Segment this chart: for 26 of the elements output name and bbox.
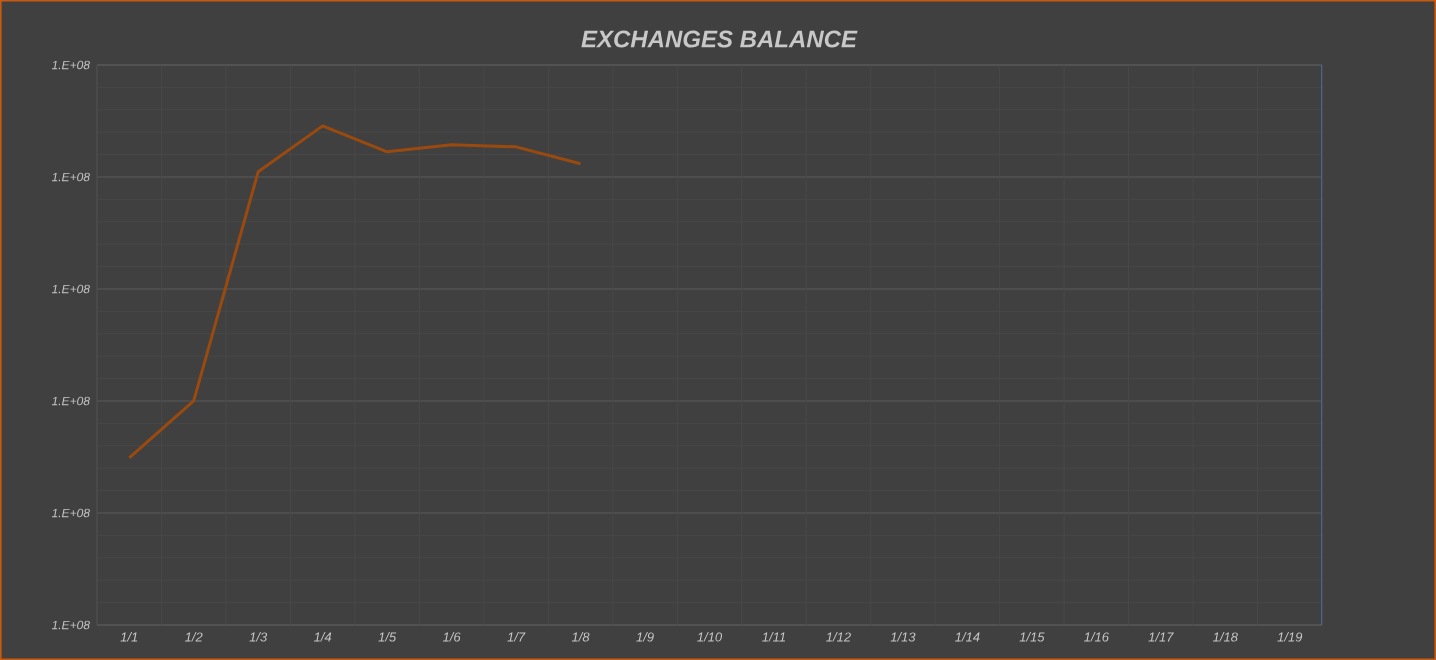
x-tick-label: 1/4	[313, 632, 332, 642]
text: 1.E+08	[51, 396, 90, 406]
x-tick-label: 1/13	[890, 632, 916, 642]
x-tick-label: 1/18	[1212, 632, 1238, 642]
x-tick-label: 1/11	[762, 632, 786, 642]
x-tick-label: 1/9	[636, 632, 654, 642]
x-tick-label: 1/2	[185, 632, 203, 642]
x-tick-label: 1/8	[571, 632, 590, 642]
x-tick-label: 1/19	[1277, 632, 1303, 642]
chart-title: EXCHANGES BALANCE	[581, 30, 858, 48]
text: 1.E+08	[51, 172, 90, 182]
x-tick-label: 1/17	[1148, 632, 1174, 642]
x-tick-label: 1/6	[442, 632, 461, 642]
x-tick-label: 1/14	[955, 632, 980, 642]
text: 1.E+08	[51, 620, 90, 630]
x-tick-label: 1/12	[826, 632, 851, 642]
text: 1.E+08	[51, 508, 90, 518]
x-tick-label: 1/15	[1019, 632, 1045, 642]
x-tick-label: 1/16	[1084, 632, 1109, 642]
x-tick-label: 1/3	[249, 632, 268, 642]
x-tick-label: 1/1	[120, 632, 138, 642]
text: 1.E+08	[51, 284, 90, 294]
x-tick-label: 1/5	[378, 632, 397, 642]
text: 1.E+08	[51, 60, 90, 70]
x-tick-label: 1/10	[697, 632, 723, 642]
x-tick-label: 1/7	[507, 632, 526, 642]
